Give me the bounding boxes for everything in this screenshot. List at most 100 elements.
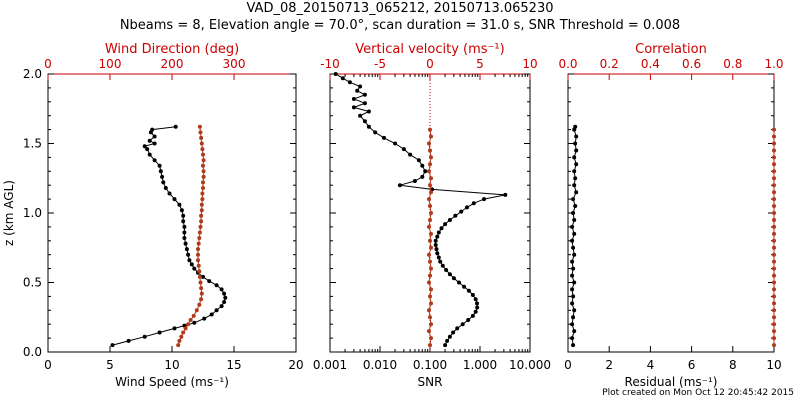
data-point xyxy=(199,208,204,213)
data-point xyxy=(427,169,431,174)
data-point xyxy=(443,343,448,348)
data-point xyxy=(196,263,201,268)
bottom-tick-label: 15 xyxy=(226,358,241,372)
data-point xyxy=(573,141,578,146)
data-point xyxy=(571,245,576,250)
data-point xyxy=(465,205,469,210)
data-point xyxy=(440,263,445,268)
data-point xyxy=(772,273,776,278)
data-point xyxy=(196,247,200,252)
data-point xyxy=(167,191,172,196)
data-point xyxy=(429,190,433,195)
data-point xyxy=(200,147,205,152)
data-point xyxy=(435,251,440,256)
data-point xyxy=(447,272,452,277)
data-point xyxy=(772,141,776,146)
data-point xyxy=(571,294,576,299)
data-point xyxy=(466,288,471,293)
y-tick-label: 0.5 xyxy=(23,276,42,290)
data-point xyxy=(572,218,577,222)
data-point xyxy=(147,138,152,143)
data-point xyxy=(186,252,191,257)
data-point xyxy=(201,158,206,163)
data-point xyxy=(412,179,417,183)
data-point xyxy=(427,308,431,313)
data-point xyxy=(428,259,432,264)
data-point xyxy=(574,134,579,139)
data-point xyxy=(428,343,432,348)
top-tick-label: 0 xyxy=(426,57,434,71)
data-point xyxy=(362,92,367,97)
data-point xyxy=(181,219,186,224)
data-point xyxy=(772,183,776,188)
data-point xyxy=(179,334,184,339)
chart-subtitle: Nbeams = 8, Elevation angle = 70.0°, sca… xyxy=(119,18,681,33)
data-point xyxy=(110,343,115,348)
data-point xyxy=(152,141,157,146)
data-point xyxy=(570,238,575,243)
data-point xyxy=(571,315,576,320)
data-point xyxy=(429,245,433,250)
data-point xyxy=(503,192,508,197)
data-point xyxy=(351,97,356,101)
bottom-tick-label: 10 xyxy=(766,358,781,372)
data-point xyxy=(219,287,224,292)
data-point xyxy=(433,243,438,247)
data-point xyxy=(142,144,147,149)
data-point xyxy=(470,313,475,318)
data-point xyxy=(572,252,577,257)
data-point xyxy=(199,286,204,291)
series-line xyxy=(428,129,432,346)
data-point xyxy=(197,302,202,307)
data-point xyxy=(173,124,178,129)
data-point xyxy=(772,336,776,341)
data-point xyxy=(201,152,205,157)
data-point xyxy=(772,231,776,236)
y-tick-label: 1.5 xyxy=(23,137,42,151)
plot-frame xyxy=(567,73,775,353)
series-1 xyxy=(110,124,228,348)
series-2 xyxy=(176,124,206,348)
data-point xyxy=(199,141,204,146)
data-point xyxy=(161,180,166,185)
data-point xyxy=(366,109,371,114)
data-point xyxy=(772,238,776,243)
data-point xyxy=(572,169,577,174)
data-point xyxy=(574,162,579,167)
data-point xyxy=(147,152,152,157)
top-axis-label: Vertical velocity (ms⁻¹) xyxy=(355,42,504,57)
data-point xyxy=(572,329,577,334)
data-point xyxy=(571,266,576,271)
series-1 xyxy=(333,72,508,348)
top-tick-label: 1.0 xyxy=(764,57,783,71)
data-point xyxy=(772,204,776,208)
chart-title: VAD_08_20150713_065212, 20150713.065230 xyxy=(246,1,554,16)
top-tick-label: -5 xyxy=(374,57,386,71)
data-point xyxy=(772,127,776,132)
data-point xyxy=(571,197,576,202)
bottom-tick-label: 5 xyxy=(106,358,114,372)
data-point xyxy=(416,158,421,163)
data-point xyxy=(181,213,186,218)
top-tick-label: 0.6 xyxy=(682,57,701,71)
data-point xyxy=(451,276,456,281)
data-point xyxy=(197,236,202,240)
data-point xyxy=(573,204,578,208)
data-point xyxy=(183,326,188,331)
data-point xyxy=(482,197,486,202)
data-point xyxy=(572,280,577,285)
data-point xyxy=(772,169,776,174)
data-point xyxy=(428,204,432,208)
data-point xyxy=(152,158,157,163)
data-point xyxy=(772,190,776,195)
data-point xyxy=(172,326,177,331)
data-point xyxy=(209,312,214,317)
data-point xyxy=(222,300,227,304)
bottom-tick-label: 10 xyxy=(164,358,179,372)
data-point xyxy=(429,211,433,215)
data-point xyxy=(397,183,402,188)
data-point xyxy=(572,308,577,313)
data-point xyxy=(188,318,193,322)
data-point xyxy=(572,183,577,188)
data-point xyxy=(427,280,431,285)
